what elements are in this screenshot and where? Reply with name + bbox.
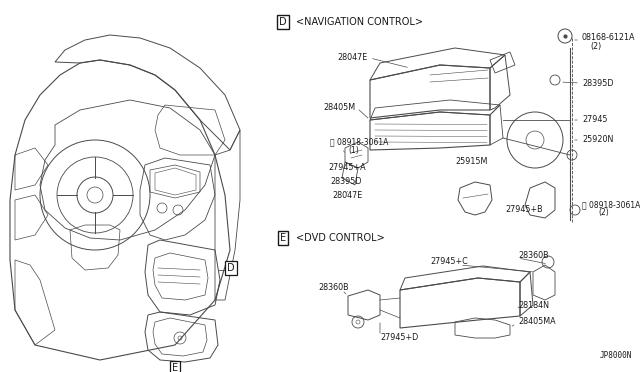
Text: E: E: [280, 233, 286, 243]
Text: 27945: 27945: [582, 115, 607, 125]
Text: 28047E: 28047E: [332, 190, 362, 199]
Text: 28405M: 28405M: [323, 103, 355, 112]
Text: 27945+A: 27945+A: [328, 164, 365, 173]
Text: (2): (2): [598, 208, 609, 218]
Text: 27945+B: 27945+B: [505, 205, 543, 215]
Text: D: D: [279, 17, 287, 27]
Text: 25920N: 25920N: [582, 135, 613, 144]
Text: D: D: [227, 263, 235, 273]
Text: 08168-6121A: 08168-6121A: [582, 33, 636, 42]
Text: JP8000N: JP8000N: [600, 351, 632, 360]
Text: (2): (2): [590, 42, 601, 51]
Text: 28395D: 28395D: [330, 177, 362, 186]
Text: <NAVIGATION CONTROL>: <NAVIGATION CONTROL>: [296, 17, 423, 27]
Text: (1): (1): [348, 145, 359, 154]
Text: 28395D: 28395D: [582, 78, 614, 87]
Text: 28360B: 28360B: [518, 250, 548, 260]
Text: <DVD CONTROL>: <DVD CONTROL>: [296, 233, 385, 243]
Text: E: E: [172, 363, 178, 372]
Text: 28405MA: 28405MA: [518, 317, 556, 327]
Text: 28184N: 28184N: [518, 301, 549, 310]
Text: Ⓝ 08918-3061A: Ⓝ 08918-3061A: [330, 138, 388, 147]
Text: 28047E: 28047E: [338, 54, 368, 62]
Text: 27945+C: 27945+C: [430, 257, 468, 266]
Text: 28360B: 28360B: [318, 283, 349, 292]
Text: Ⓝ 08918-3061A: Ⓝ 08918-3061A: [582, 201, 640, 209]
Text: 25915M: 25915M: [455, 157, 488, 167]
Text: 27945+D: 27945+D: [380, 334, 419, 343]
